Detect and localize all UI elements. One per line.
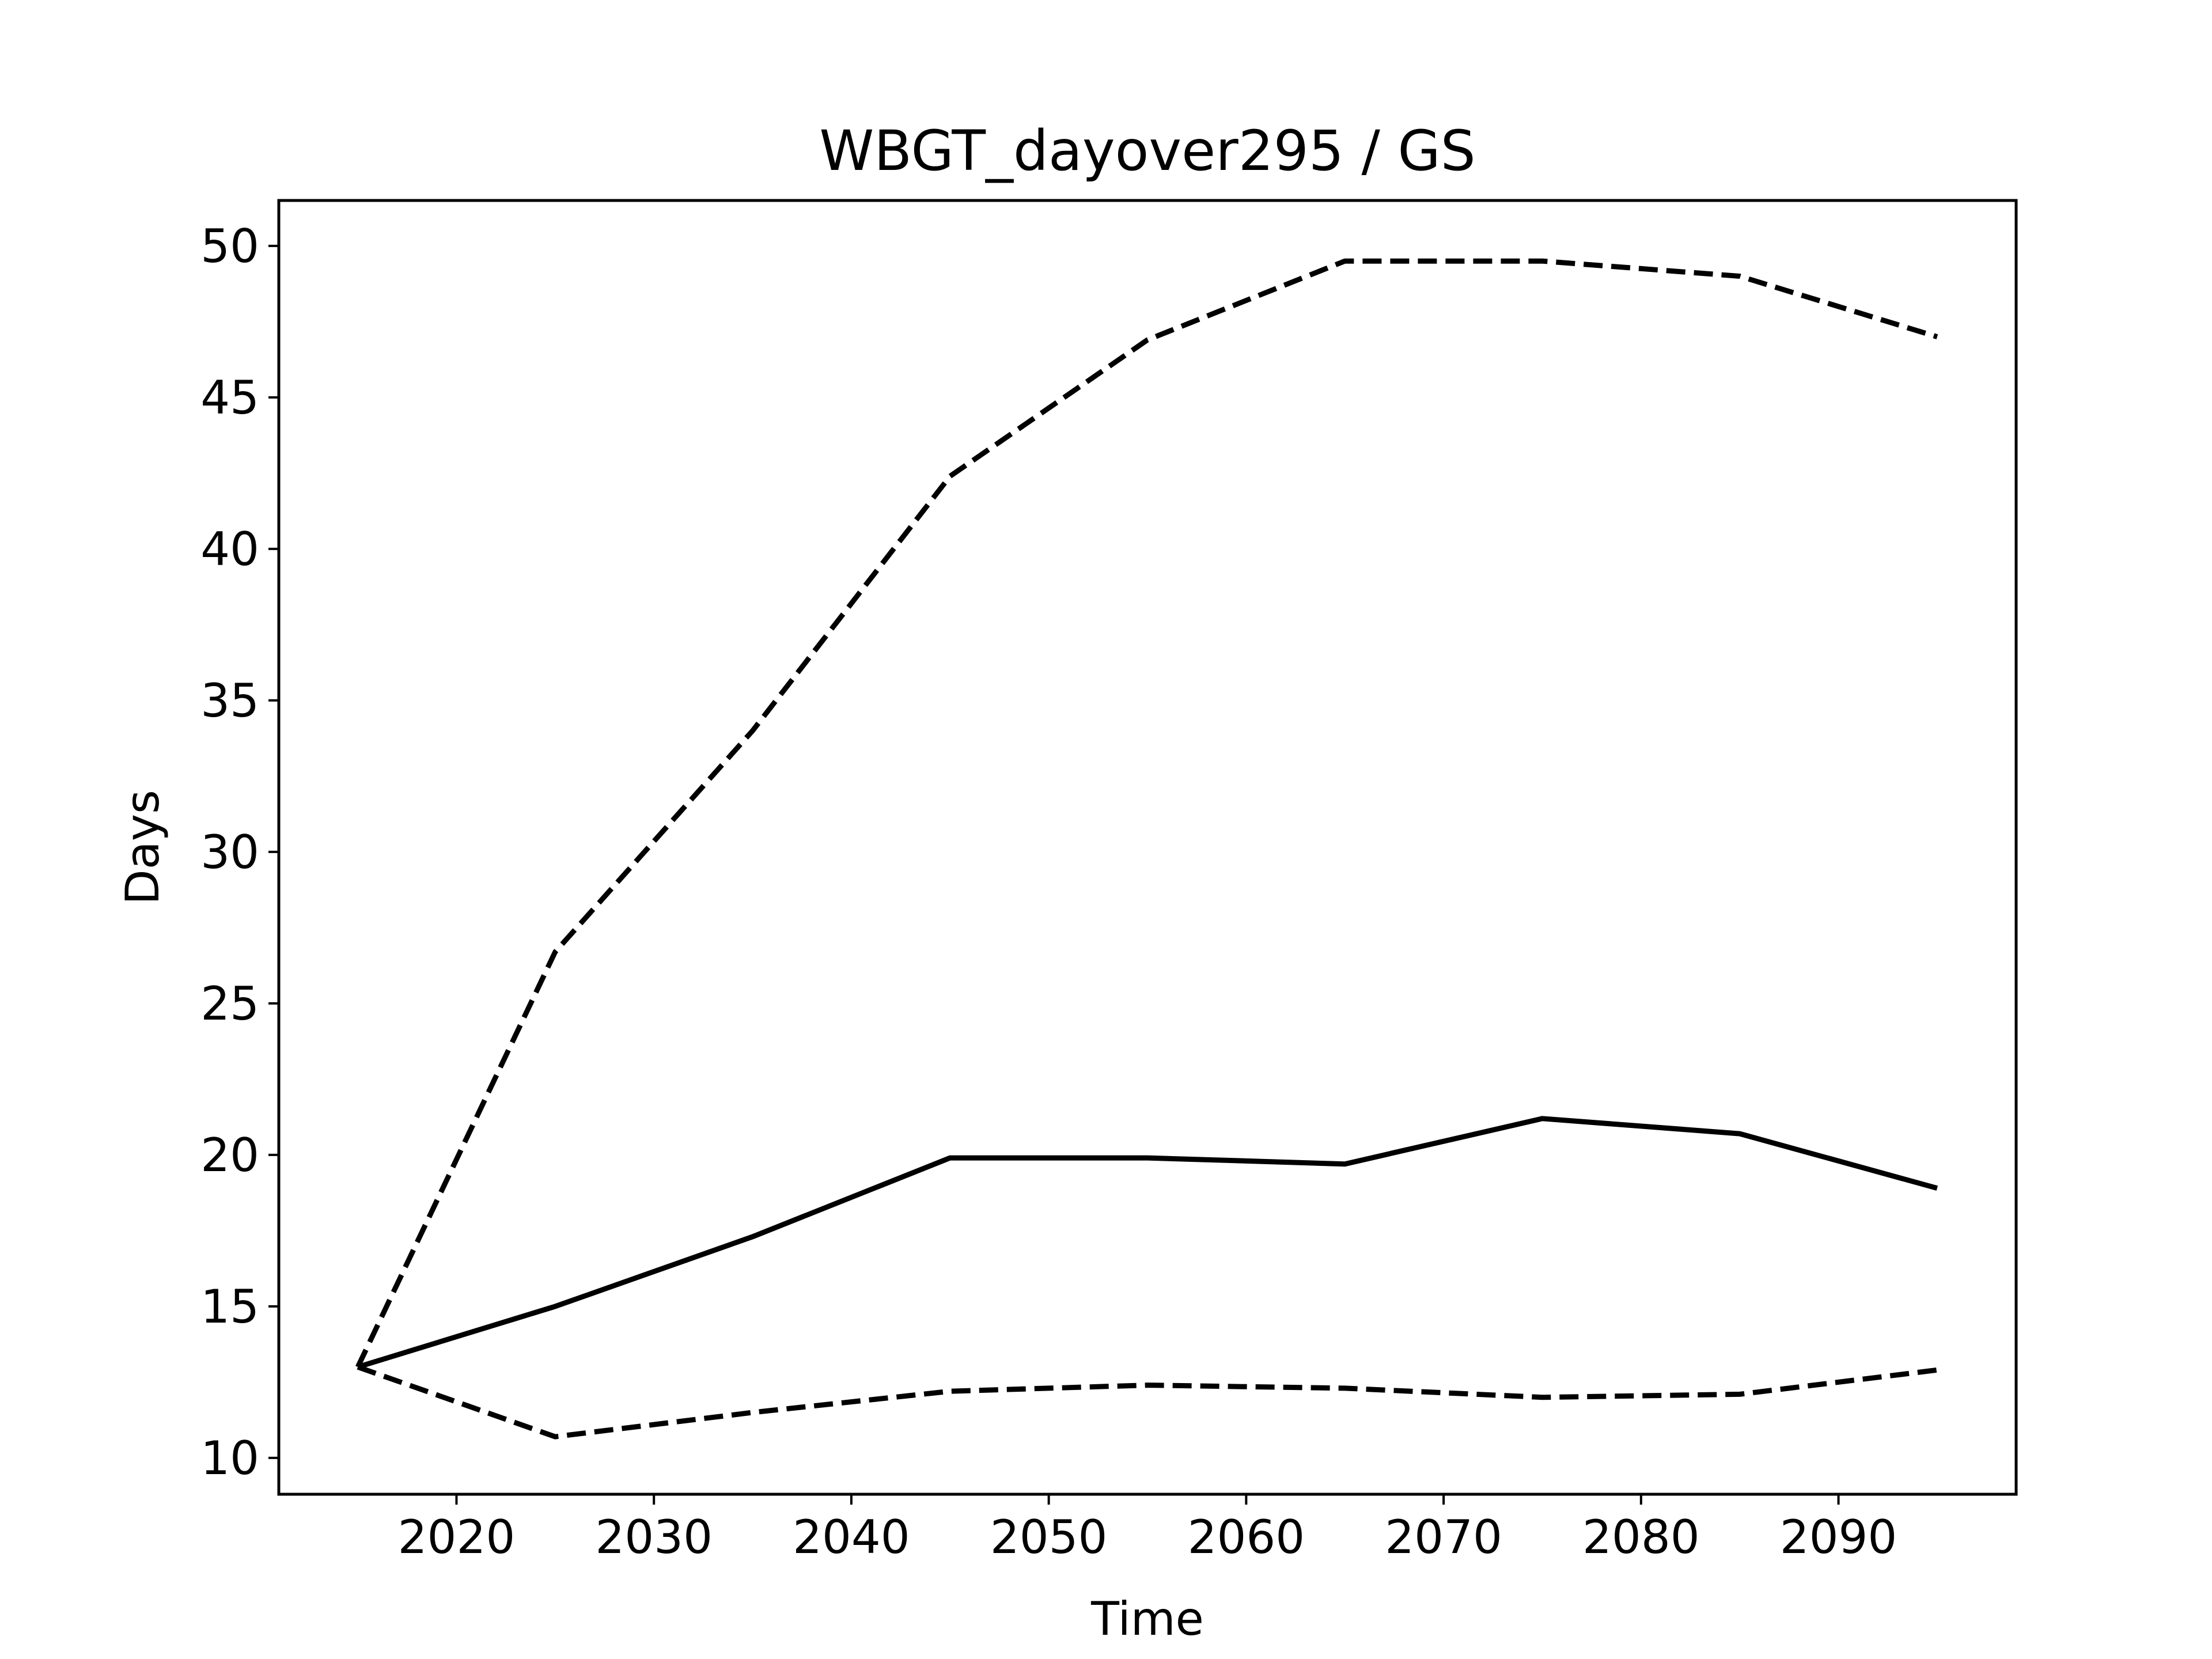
- y-tick-label: 40: [200, 522, 259, 576]
- x-tick-label: 2030: [595, 1510, 713, 1564]
- series-line-1: [357, 1116, 1938, 1370]
- series-line-3: [357, 1364, 1938, 1440]
- x-axis-label: Time: [1090, 1592, 1204, 1646]
- plot-frame: [277, 199, 2018, 1496]
- x-tick-label: 2070: [1385, 1510, 1502, 1564]
- series-line-2: [355, 258, 1938, 1369]
- y-tick-label: 25: [200, 977, 259, 1031]
- x-tick-label: 2050: [990, 1510, 1108, 1564]
- x-tick-label: 2090: [1780, 1510, 1897, 1564]
- y-tick-label: 50: [200, 219, 259, 273]
- y-tick-label: 35: [200, 674, 259, 728]
- x-tick-label: 2060: [1188, 1510, 1305, 1564]
- series-layer: [355, 258, 1938, 1440]
- y-axis-ticks: 10 15 20 25 30 35 40 45 50: [200, 219, 279, 1485]
- y-tick-label: 15: [200, 1280, 259, 1334]
- x-axis-ticks: 2020 2030 2040 2050 2060 2070 2080 2090: [398, 1494, 1897, 1564]
- y-tick-label: 45: [200, 371, 259, 425]
- y-tick-label: 30: [200, 825, 259, 879]
- y-axis-label: Days: [116, 790, 169, 905]
- y-tick-label: 10: [200, 1431, 259, 1485]
- x-tick-label: 2080: [1582, 1510, 1700, 1564]
- chart-title: WBGT_dayover295 / GS: [819, 119, 1475, 183]
- y-tick-label: 20: [200, 1128, 259, 1182]
- x-tick-label: 2040: [793, 1510, 910, 1564]
- x-tick-label: 2020: [398, 1510, 516, 1564]
